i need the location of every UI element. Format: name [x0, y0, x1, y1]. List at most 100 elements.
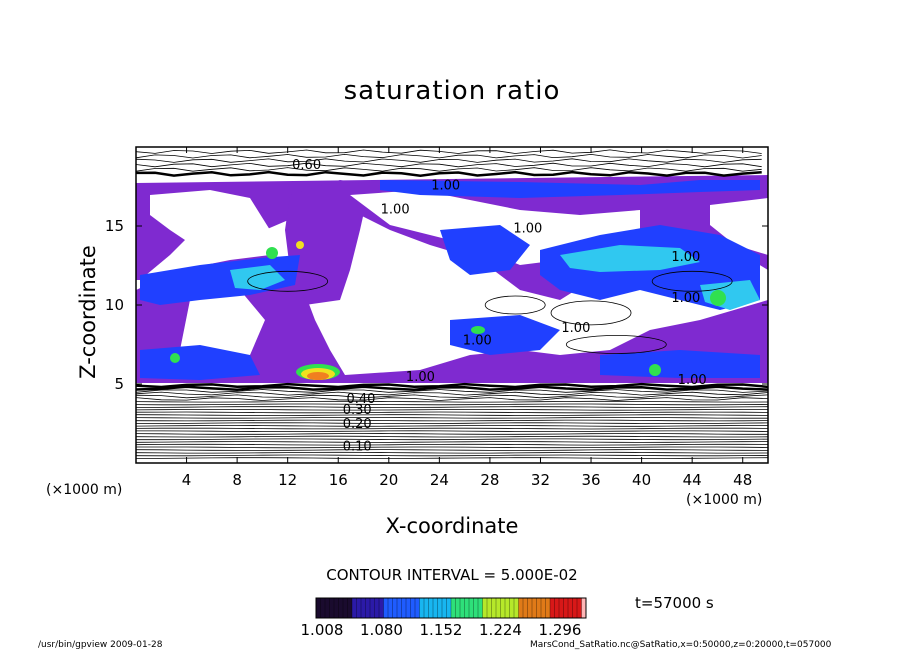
contour-line-top	[136, 162, 762, 168]
contour-line	[136, 457, 768, 459]
fill-region-blue-top	[380, 180, 760, 198]
colorbar-cell	[505, 598, 510, 618]
colorbar-cell	[397, 598, 402, 618]
contour-value-label: 0.40	[347, 392, 376, 407]
fill-hole-1	[150, 190, 270, 255]
contour-line	[136, 411, 768, 414]
x-tick-label: 28	[480, 471, 499, 489]
contour-loop	[651, 270, 733, 292]
colorbar-cell	[536, 598, 542, 618]
contour-line	[136, 397, 768, 401]
colorbar-cell	[347, 598, 353, 618]
y-tick-label: 5	[114, 375, 124, 393]
fill-region-blue-low	[450, 315, 560, 355]
contour-line	[136, 394, 768, 399]
footer-left: /usr/bin/gpview 2009-01-28	[38, 640, 163, 650]
colorbar-cell	[388, 598, 393, 618]
contour-line	[136, 443, 768, 446]
contour-line	[136, 419, 768, 422]
x-tick-label: 16	[329, 471, 348, 489]
colorbar-cell	[379, 598, 384, 618]
x-unit-label-right: (×1000 m)	[686, 492, 763, 508]
colorbar-cell	[455, 598, 461, 618]
contour-value-label: 1.00	[561, 321, 590, 336]
x-unit-label-left: (×1000 m)	[46, 482, 123, 498]
colorbar-cell	[352, 598, 357, 618]
colorbar-cell	[572, 598, 578, 618]
contour-value-label: 1.00	[678, 373, 707, 388]
contour-value-label: 1.00	[431, 179, 460, 194]
y-tick-label: 15	[105, 217, 124, 235]
fill-spot-yellow-1	[296, 241, 304, 249]
colorbar-tick-label: 1.224	[479, 621, 522, 639]
colorbar-cell	[473, 598, 479, 618]
x-tick-label: 8	[232, 471, 242, 489]
colorbar-cell	[325, 598, 330, 618]
colorbar-frame	[315, 597, 587, 619]
colorbar-cell	[361, 598, 366, 618]
contour-line	[136, 406, 768, 408]
colorbar-cell	[514, 598, 519, 618]
fill-spot-green-1	[266, 247, 278, 259]
colorbar-cell	[329, 598, 335, 618]
fill-spot-green-3	[649, 364, 661, 376]
contour-value-label: 0.60	[292, 158, 321, 173]
contour-line	[136, 400, 768, 403]
footer-right: MarsCond_SatRatio.nc@SatRatio,x=0:50000,…	[530, 640, 832, 650]
fill-hole-5	[710, 198, 768, 255]
contour-line	[136, 430, 768, 432]
colorbar-cell	[464, 598, 470, 618]
colorbar-cell	[541, 598, 546, 618]
contour-line	[136, 403, 768, 406]
x-tick-label: 48	[733, 471, 752, 489]
colorbar-cell	[410, 598, 416, 618]
colorbar-cell	[343, 598, 348, 618]
fill-spot-green-4	[170, 353, 180, 363]
colorbar-cell	[482, 598, 488, 618]
fill-region-blue-low3	[600, 350, 760, 378]
contour-line	[136, 385, 768, 391]
colorbar-cell	[491, 598, 497, 618]
contour-line	[136, 409, 768, 411]
fill-region-blue-low2	[140, 345, 260, 380]
colorbar-cell	[374, 598, 380, 618]
colorbar-cell	[446, 598, 452, 618]
colorbar-cell	[500, 598, 506, 618]
contour-line-top	[136, 149, 762, 154]
contour-line	[136, 416, 768, 419]
colorbar-cell	[559, 598, 564, 618]
contour-value-label: 0.30	[343, 403, 372, 418]
x-tick-label: 32	[531, 471, 550, 489]
contour-line	[136, 425, 768, 427]
x-ticks: 4 8 12 16 20 24 28 32 36 40 44 48	[182, 147, 752, 489]
colorbar-cell	[406, 598, 411, 618]
contour-value-label: 0.20	[343, 417, 372, 432]
colorbar-cell	[316, 598, 321, 618]
colorbar-cell	[437, 598, 443, 618]
colorbar-cell	[550, 598, 555, 618]
contour-value-label: 1.00	[671, 291, 700, 306]
colorbar-tick-label: 1.152	[420, 621, 463, 639]
contour-line	[136, 435, 768, 438]
colorbar-cell	[496, 598, 501, 618]
fill-spot-green-6	[471, 326, 485, 334]
fill-region-lightblue-2	[230, 265, 285, 290]
colorbar-cell	[478, 598, 483, 618]
colorbar-cell	[401, 598, 407, 618]
contour-line-top	[136, 170, 762, 177]
y-tick-label: 10	[105, 296, 124, 314]
x-tick-label: 4	[182, 471, 192, 489]
contour-value-label: 1.00	[381, 202, 410, 217]
contour-loop	[247, 270, 329, 292]
colorbar-cell	[442, 598, 447, 618]
colorbar-cell	[554, 598, 560, 618]
colorbar-cell	[424, 598, 429, 618]
x-tick-label: 24	[430, 471, 449, 489]
colorbar-cell	[532, 598, 537, 618]
fill-region-purple-col	[285, 180, 370, 305]
x-tick-label: 12	[278, 471, 297, 489]
contour-line	[136, 422, 768, 425]
colorbar-cell	[356, 598, 362, 618]
contour-line	[136, 449, 768, 451]
